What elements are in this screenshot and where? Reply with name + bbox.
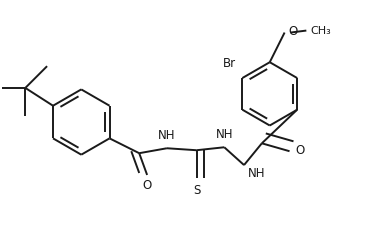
Text: Br: Br xyxy=(223,57,236,70)
Text: NH: NH xyxy=(158,129,176,142)
Text: S: S xyxy=(193,184,200,197)
Text: NH: NH xyxy=(248,167,265,180)
Text: O: O xyxy=(296,144,305,157)
Text: O: O xyxy=(143,179,152,192)
Text: O: O xyxy=(289,25,298,38)
Text: NH: NH xyxy=(216,128,233,141)
Text: CH₃: CH₃ xyxy=(310,25,331,36)
